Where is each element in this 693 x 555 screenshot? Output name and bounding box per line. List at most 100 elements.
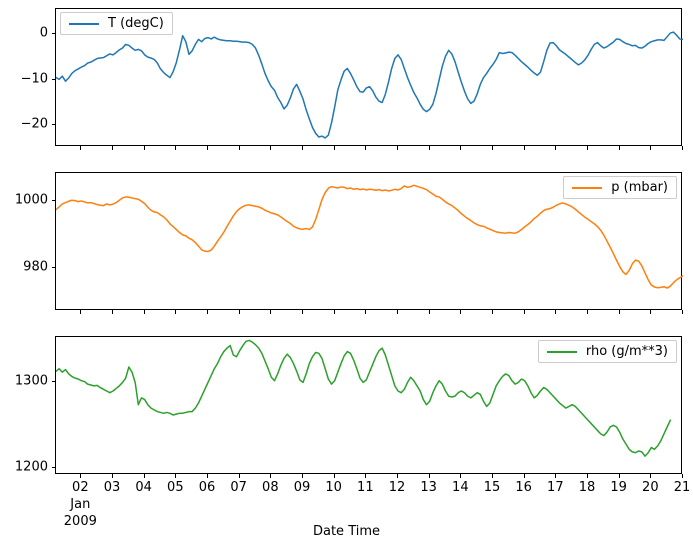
x-tick-mark (365, 146, 366, 150)
x-tick-label: 08 (262, 480, 279, 495)
x-tick-mark (239, 474, 240, 478)
x-tick-label: 06 (198, 480, 216, 495)
x-tick-mark (239, 310, 240, 314)
x-tick-mark (207, 474, 208, 478)
x-tick-mark (429, 474, 430, 478)
y-tick-mark (51, 200, 55, 201)
x-tick-label: 14 (452, 480, 469, 495)
x-tick-mark (112, 146, 113, 150)
x-tick-mark (555, 310, 556, 314)
y-tick-mark (51, 381, 55, 382)
x-tick-mark (112, 474, 113, 478)
x-tick-label: 11 (357, 480, 374, 495)
x-tick-mark (492, 310, 493, 314)
x-tick-mark (175, 474, 176, 478)
x-tick-mark (429, 146, 430, 150)
x-tick-mark (144, 474, 145, 478)
x-tick-label: 12 (388, 480, 406, 495)
x-tick-label: 07 (230, 480, 247, 495)
y-tick-label: −10 (20, 71, 48, 87)
x-tick-mark (555, 146, 556, 150)
x-tick-mark (302, 474, 303, 478)
x-tick-mark (587, 146, 588, 150)
x-tick-mark (619, 474, 620, 478)
panel-pressure (55, 172, 683, 310)
x-tick-mark (80, 310, 81, 314)
x-tick-mark (112, 310, 113, 314)
x-tick-mark (334, 146, 335, 150)
x-tick-mark (682, 474, 683, 478)
x-tick-label: 20 (642, 480, 659, 495)
y-tick-mark (51, 33, 55, 34)
x-tick-mark (682, 310, 683, 314)
x-tick-mark (429, 310, 430, 314)
legend-line-icon-pressure (572, 186, 603, 189)
x-tick-mark (334, 310, 335, 314)
x-tick-mark (175, 310, 176, 314)
y-tick-mark (51, 267, 55, 268)
legend-pressure: p (mbar) (563, 176, 677, 199)
x-tick-mark (144, 146, 145, 150)
series-line-temperature (56, 31, 683, 139)
x-tick-label: 16 (515, 480, 532, 495)
x-tick-mark (207, 310, 208, 314)
x-tick-mark (682, 146, 683, 150)
x-tick-mark (397, 474, 398, 478)
x-tick-label: 09 (293, 480, 311, 495)
x-tick-sublabel: 2009 (63, 514, 97, 529)
y-tick-label: 1200 (14, 459, 48, 475)
y-tick-mark (51, 124, 55, 125)
x-tick-label: 13 (420, 480, 437, 495)
x-tick-mark (80, 474, 81, 478)
x-tick-mark (239, 146, 240, 150)
x-tick-label: 17 (547, 480, 564, 495)
y-tick-label: 0 (39, 25, 48, 41)
x-tick-mark (650, 146, 651, 150)
legend-label-pressure: p (mbar) (611, 180, 668, 195)
x-tick-label: 04 (135, 480, 152, 495)
x-tick-mark (144, 310, 145, 314)
x-tick-mark (619, 146, 620, 150)
x-tick-mark (524, 146, 525, 150)
x-tick-mark (524, 474, 525, 478)
y-tick-label: −20 (20, 116, 48, 132)
x-tick-mark (302, 146, 303, 150)
x-tick-sublabel: Jan (70, 497, 91, 512)
x-tick-mark (302, 310, 303, 314)
x-axis-label: Date Time (312, 524, 381, 539)
x-tick-mark (650, 310, 651, 314)
x-tick-mark (460, 146, 461, 150)
x-tick-label: 02 (72, 480, 89, 495)
y-tick-label: 980 (23, 259, 48, 275)
x-tick-mark (587, 474, 588, 478)
x-tick-label: 21 (673, 480, 691, 495)
legend-temperature: T (degC) (60, 12, 173, 35)
legend-density: rho (g/m**3) (537, 340, 677, 363)
series-line-density (56, 339, 672, 457)
x-tick-mark (270, 146, 271, 150)
x-tick-mark (650, 474, 651, 478)
legend-line-icon-density (546, 350, 577, 353)
x-tick-mark (270, 310, 271, 314)
x-tick-mark (365, 474, 366, 478)
x-tick-mark (365, 310, 366, 314)
x-tick-label: 05 (167, 480, 184, 495)
x-tick-mark (80, 146, 81, 150)
x-tick-label: 15 (483, 480, 501, 495)
x-tick-mark (492, 146, 493, 150)
y-tick-label: 1300 (14, 373, 48, 389)
series-line-pressure (56, 184, 683, 289)
x-tick-mark (334, 474, 335, 478)
legend-line-icon-temperature (69, 22, 99, 25)
x-tick-mark (207, 146, 208, 150)
legend-label-density: rho (g/m**3) (585, 344, 668, 359)
x-tick-mark (175, 146, 176, 150)
x-tick-mark (555, 474, 556, 478)
x-tick-mark (397, 146, 398, 150)
x-tick-mark (460, 474, 461, 478)
x-tick-mark (524, 310, 525, 314)
y-tick-mark (51, 467, 55, 468)
x-tick-label: 10 (325, 480, 342, 495)
legend-label-temperature: T (degC) (108, 16, 164, 31)
